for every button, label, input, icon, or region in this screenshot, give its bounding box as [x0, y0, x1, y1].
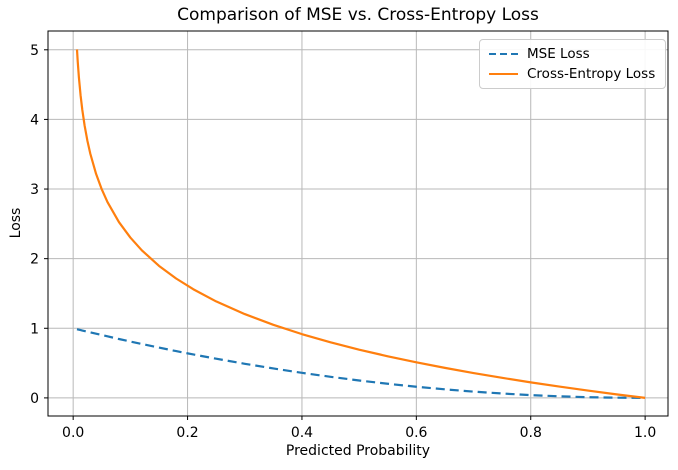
y-tick-label: 2	[30, 252, 39, 268]
axes-spines	[47, 30, 669, 417]
y-tick-label: 4	[30, 112, 39, 128]
y-tick-label: 0	[30, 391, 39, 407]
legend-label-mse: MSE Loss	[527, 46, 590, 62]
x-axis-label: Predicted Probability	[285, 443, 431, 459]
x-tick-label: 1.0	[634, 425, 656, 441]
cross-entropy-line-sample-icon	[489, 72, 518, 76]
x-tick-label: 0.6	[405, 425, 427, 441]
mse-loss-line	[76, 328, 646, 399]
y-tick-label: 1	[30, 321, 39, 337]
y-tick-label: 3	[30, 182, 39, 198]
cross-entropy-loss-line	[75, 49, 646, 399]
mse-line-sample-icon	[489, 52, 518, 56]
x-tick-label: 0.2	[176, 425, 198, 441]
legend-item-cross-entropy: Cross-Entropy Loss	[489, 64, 655, 84]
y-tick-label: 5	[30, 43, 39, 59]
chart-title: Comparison of MSE vs. Cross-Entropy Loss	[177, 5, 539, 25]
legend-item-mse: MSE Loss	[489, 44, 655, 64]
x-tick-label: 0.8	[520, 425, 542, 441]
x-tick-label: 0.0	[62, 425, 84, 441]
x-tick-label: 0.4	[291, 425, 313, 441]
legend: MSE Loss Cross-Entropy Loss	[479, 39, 667, 89]
legend-label-cross-entropy: Cross-Entropy Loss	[527, 66, 656, 82]
y-axis-label: Loss	[8, 207, 24, 239]
